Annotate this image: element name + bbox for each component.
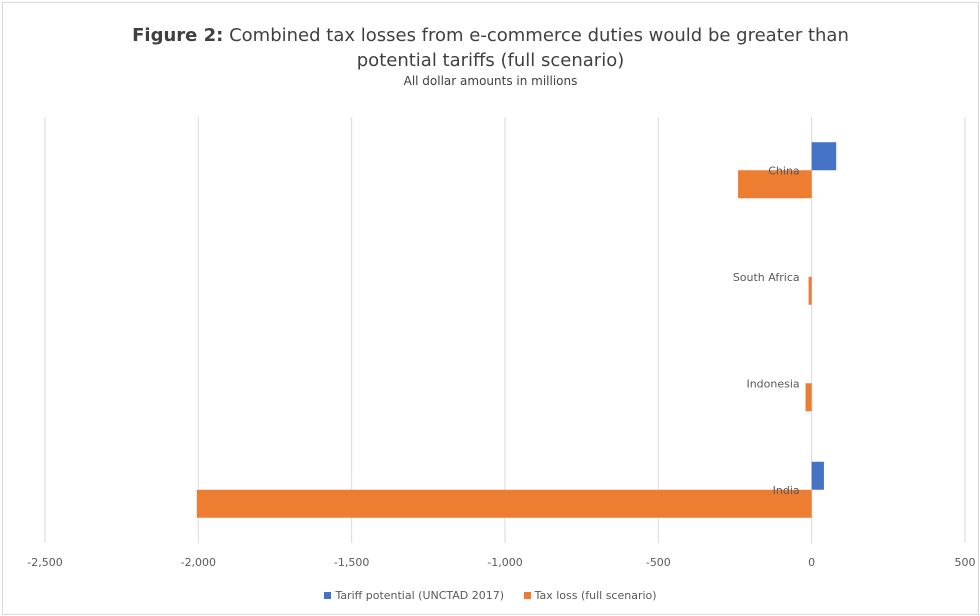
chart-title-prefix: Figure 2: [132, 25, 224, 46]
bar-tax-loss [196, 489, 812, 518]
chart-title-text: Combined tax losses from e-commerce duti… [229, 25, 849, 46]
legend-swatch-tax-loss [523, 592, 531, 599]
x-tick-label: -2,500 [27, 556, 62, 569]
x-tick-label: -1,500 [334, 556, 369, 569]
category-label: Indonesia [746, 377, 799, 390]
bar-tax-loss [738, 170, 812, 199]
category-label: China [768, 164, 799, 177]
legend-label-tax-loss: Tax loss (full scenario) [534, 589, 657, 602]
x-tick-label: -500 [646, 556, 671, 569]
bar-chart: -2,500 -2,000 -1,500 -1,000 -500 0 500 China Sou… [27, 117, 976, 569]
legend-item-tax-loss: Tax loss (full scenario) [523, 589, 657, 602]
x-tick-label: 0 [808, 556, 815, 569]
x-tick-label: 500 [955, 556, 976, 569]
x-tick-label: -2,000 [181, 556, 216, 569]
category-label: South Africa [733, 271, 800, 284]
chart-title-line-1: Figure 2: Combined tax losses from e-com… [3, 23, 978, 48]
bar-tax-loss [808, 276, 812, 305]
x-tick-label: -1,000 [487, 556, 522, 569]
chart-title-line-2: potential tariffs (full scenario) [356, 50, 625, 71]
bar-tariff [811, 142, 837, 171]
legend-item-tariff: Tariff potential (UNCTAD 2017) [324, 589, 504, 602]
chart-legend: Tariff potential (UNCTAD 2017) Tax loss … [3, 589, 978, 602]
chart-title-block: Figure 2: Combined tax losses from e-com… [3, 23, 978, 88]
legend-swatch-tariff [324, 592, 332, 599]
chart-subtitle: All dollar amounts in millions [403, 74, 578, 88]
bar-tariff [811, 461, 824, 490]
bar-tax-loss [805, 383, 812, 412]
category-label: India [773, 484, 800, 497]
legend-label-tariff: Tariff potential (UNCTAD 2017) [335, 589, 505, 602]
